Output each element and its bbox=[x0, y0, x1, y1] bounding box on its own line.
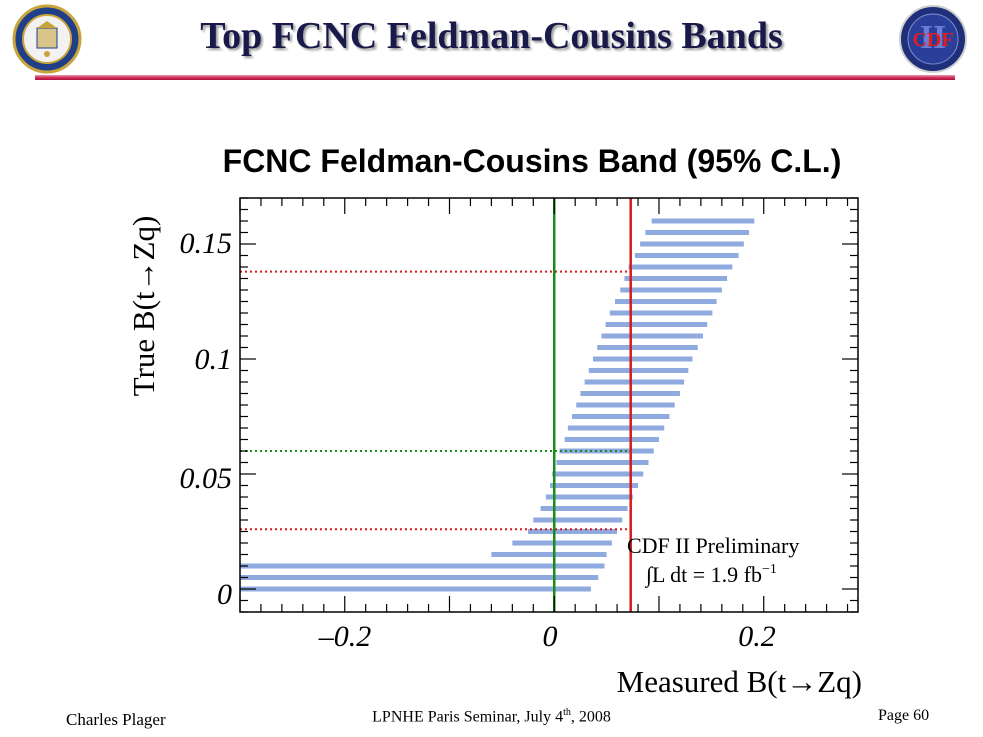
band-segment bbox=[540, 506, 628, 511]
luminosity-exponent: −1 bbox=[762, 562, 777, 577]
band-segment bbox=[240, 575, 599, 580]
band-segment bbox=[651, 218, 755, 224]
band-segment bbox=[605, 322, 708, 327]
cdf-text: CDF bbox=[912, 29, 953, 51]
band-segment bbox=[556, 460, 649, 465]
slide-title: Top FCNC Feldman-Cousins Bands bbox=[200, 15, 783, 57]
x-tick-label: 0 bbox=[543, 620, 558, 653]
band-segment bbox=[550, 483, 639, 488]
band-segment bbox=[645, 230, 750, 235]
x-axis-label: Measured B(t→Zq) bbox=[617, 664, 862, 699]
band-segment bbox=[601, 333, 703, 339]
luminosity-label: ∫L dt = 1.9 fb−1 bbox=[644, 562, 777, 588]
band-segment bbox=[572, 414, 670, 419]
chart-title: FCNC Feldman-Cousins Band (95% C.L.) bbox=[223, 143, 842, 179]
cdf-numeral: II bbox=[920, 19, 946, 56]
footer-event: LPNHE Paris Seminar, July 4th, 2008 bbox=[372, 707, 611, 726]
band-segment bbox=[491, 552, 607, 557]
x-tick-label: 0.2 bbox=[738, 620, 776, 653]
band-segment bbox=[620, 287, 722, 293]
cdf-logo: II CDF bbox=[898, 4, 968, 74]
title-divider bbox=[35, 75, 955, 80]
band-segment bbox=[576, 402, 675, 408]
cdf-preliminary-label: CDF II Preliminary bbox=[627, 533, 799, 558]
band-segment bbox=[614, 299, 717, 304]
x-tick-label: –0.2 bbox=[318, 620, 372, 653]
band-segment bbox=[609, 310, 713, 316]
band-segment bbox=[634, 253, 739, 258]
band-segment bbox=[240, 586, 591, 592]
y-tick-label: 0 bbox=[217, 578, 232, 611]
band-segment bbox=[588, 368, 689, 373]
band-segment bbox=[545, 494, 633, 500]
band-segment bbox=[592, 356, 693, 362]
footer-author: Charles Plager bbox=[66, 710, 166, 729]
band-segment bbox=[240, 563, 605, 569]
band-segment bbox=[584, 379, 685, 385]
band-segment bbox=[533, 517, 623, 523]
y-tick-label: 0.1 bbox=[195, 343, 233, 376]
footer-page-number: Page 60 bbox=[878, 707, 930, 724]
band-segment bbox=[512, 540, 612, 546]
y-tick-label: 0.05 bbox=[180, 462, 233, 495]
band-segment bbox=[564, 437, 659, 442]
band-segment bbox=[640, 241, 744, 247]
band-segment bbox=[624, 276, 728, 281]
y-axis-label: True B(t→Zq) bbox=[126, 216, 161, 397]
y-tick-label: 0.15 bbox=[180, 227, 233, 260]
band-segment bbox=[552, 471, 644, 477]
luminosity-value: ∫L dt = 1.9 fb bbox=[644, 562, 762, 588]
band-segment bbox=[628, 264, 733, 270]
uc-seal-logo bbox=[12, 4, 82, 74]
band-segment bbox=[597, 345, 698, 350]
band-segment bbox=[567, 425, 665, 431]
band-segment bbox=[528, 529, 618, 534]
